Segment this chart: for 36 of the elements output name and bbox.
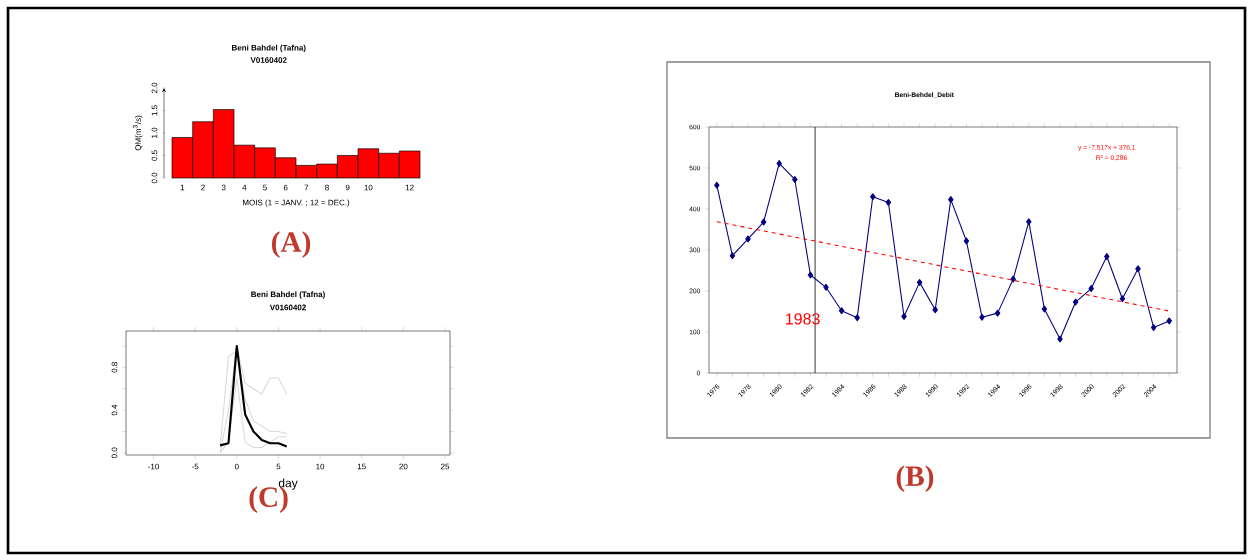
x-tick-label: -5 [191, 463, 199, 470]
x-tick-label: 3 [221, 184, 226, 191]
chart-title: Beni Bahdel (Tafna) [232, 44, 306, 53]
chart-subtitle: V0160402 [250, 57, 287, 63]
x-tick-label: 6 [283, 184, 288, 191]
x-tick-label: 5 [263, 184, 267, 191]
y-axis-title: QM(m$^{3}$/s) [132, 115, 143, 151]
x-tick-label: 8 [325, 184, 329, 191]
y-tick-label: 2.0 [151, 82, 158, 94]
x-tick-label: 12 [405, 184, 414, 191]
x-tick-label: 25 [440, 463, 450, 470]
y-tick-label: 0.8 [111, 362, 118, 373]
x-tick-label: 20 [399, 463, 408, 470]
x-tick-label: 10 [364, 184, 373, 191]
y-tick-label: 0.0 [111, 447, 118, 459]
x-tick-label: 1 [180, 184, 185, 191]
x-axis-title: MOIS (1 = JANV. ; 12 = DEC.) [243, 199, 350, 207]
annotation: 1983 [786, 313, 820, 325]
x-tick-label: 15 [357, 463, 366, 470]
chart-subtitle: V0160402 [269, 304, 306, 311]
x-tick-label: 4 [242, 184, 247, 191]
chart-title: Beni Bahdel (Tafna) [251, 291, 325, 299]
x-tick-label: 0 [234, 463, 239, 470]
text: (A) [271, 231, 311, 258]
y-tick-label: 1.5 [151, 105, 158, 116]
y-tick-label: 1.0 [151, 127, 158, 138]
x-tick-label: 7 [304, 184, 309, 191]
x-tick-label: 2 [201, 184, 205, 191]
y-tick-label: 0.0 [151, 172, 158, 184]
text: (B) [896, 465, 934, 493]
x-tick-label: -10 [148, 463, 159, 470]
y-tick-label: 0.4 [111, 404, 118, 416]
x-tick-label: 10 [316, 463, 325, 470]
x-tick-label: 5 [276, 463, 281, 470]
x-tick-label: 9 [345, 184, 350, 191]
y-tick-label: 0.5 [151, 150, 158, 161]
